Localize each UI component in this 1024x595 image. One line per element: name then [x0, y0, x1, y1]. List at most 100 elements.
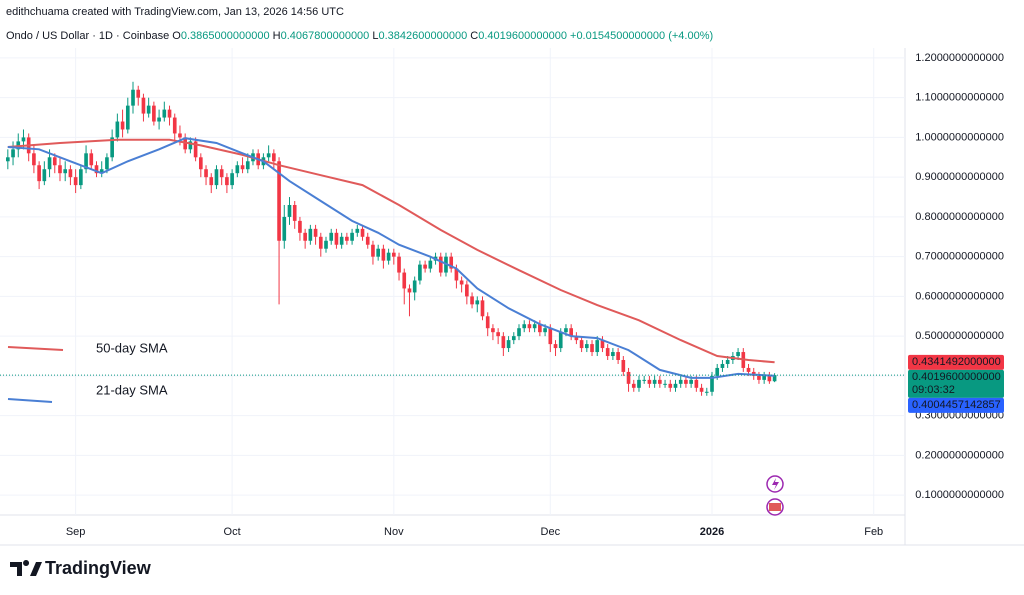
candle-body [626, 371, 631, 384]
candle-body [292, 204, 297, 221]
candle-body [167, 109, 172, 118]
ohlc-key: H [273, 30, 281, 42]
candle-body [558, 332, 563, 349]
sma-line [7, 138, 775, 364]
candle-body [543, 328, 547, 333]
candle-body [345, 236, 349, 241]
candle-body [230, 173, 234, 186]
candle-body [21, 137, 26, 142]
brand: TradingView [45, 558, 152, 578]
x-tick-label: Dec [541, 526, 561, 538]
candle-body [5, 157, 10, 162]
candle-body [491, 328, 495, 333]
candle-body [110, 137, 114, 158]
candle-body [590, 344, 594, 353]
candle-body [152, 105, 156, 122]
candle-body [501, 336, 506, 349]
candle-body [647, 379, 652, 384]
candle-body [616, 352, 620, 360]
candle-body [303, 232, 307, 241]
ohlc-value: 0.4067800000000 [281, 30, 370, 42]
candle-body [37, 165, 41, 182]
candle-body [438, 256, 443, 273]
candle-body [668, 383, 673, 388]
candle-body [574, 336, 579, 341]
candle-body [89, 153, 94, 166]
candle-body [699, 387, 704, 392]
candle-body [79, 169, 83, 186]
candle-body [73, 177, 78, 186]
candle-body [475, 300, 480, 305]
candle-body [47, 157, 52, 170]
candle-body [621, 359, 626, 372]
candle-body [198, 157, 203, 170]
y-tick-label: 0.1000000000000 [915, 489, 1004, 501]
candle-body [209, 177, 214, 186]
candle-body [684, 379, 688, 384]
candle-body [371, 244, 375, 257]
candle-body [376, 248, 380, 257]
candle-body [548, 328, 553, 345]
candle-body [517, 328, 521, 337]
candle-body [339, 236, 344, 245]
candle-body [391, 252, 396, 257]
candle-body [298, 220, 302, 233]
candle-body [485, 316, 490, 329]
candle-body [611, 352, 615, 357]
price-label: 0.4004457142857 [912, 399, 1001, 411]
candle-body [334, 232, 339, 245]
y-tick-label: 1.1000000000000 [915, 92, 1004, 104]
legend-label: 50-day SMA [96, 340, 168, 355]
candle-body [84, 153, 88, 170]
candle-body [459, 280, 464, 285]
candle-body [350, 232, 354, 241]
candle-body [569, 328, 573, 337]
credit: edithchuama created with TradingView.com… [6, 6, 344, 18]
price-label-box [908, 369, 1004, 398]
candle-body [579, 340, 584, 349]
candle-body [235, 165, 240, 174]
candle-body [105, 157, 109, 170]
candle-body [678, 379, 683, 384]
y-tick-label: 0.2000000000000 [915, 449, 1004, 461]
ohlc-value: 0.3865000000000 [181, 30, 270, 42]
symbol: Ondo / US Dollar · 1D · Coinbase [6, 30, 169, 42]
x-tick-label: Feb [864, 526, 883, 538]
candle-body [125, 105, 130, 130]
x-tick-label: Sep [66, 526, 86, 538]
y-tick-label: 0.5000000000000 [915, 330, 1004, 342]
candle-body [52, 157, 57, 166]
candle-body [584, 344, 589, 349]
x-tick-label: 2026 [700, 526, 724, 538]
candle-body [360, 228, 365, 237]
candle-body [282, 216, 287, 241]
candle-body [188, 141, 193, 150]
candle-body [193, 141, 198, 158]
candle-body [538, 324, 542, 333]
price-label: 0.4341492000000 [912, 356, 1001, 368]
logo: TradingView [10, 558, 152, 578]
x-tick-label: Nov [384, 526, 404, 538]
candle-body [63, 169, 68, 174]
countdown: 09:03:32 [912, 384, 955, 396]
candle-body [449, 256, 454, 269]
candle-body [637, 379, 641, 388]
candle-body [715, 367, 720, 376]
candle-body [595, 340, 600, 353]
candle-body [365, 236, 370, 245]
candle-body [496, 332, 500, 337]
candle-body [746, 367, 751, 372]
y-tick-label: 0.8000000000000 [915, 211, 1004, 223]
ohlc-key: O [172, 30, 181, 42]
candle-body [172, 117, 177, 134]
flag-icon-glyph [769, 503, 781, 511]
candle-body [245, 161, 250, 170]
candle-body [32, 153, 36, 166]
candle-body [522, 324, 527, 329]
candle-body [418, 264, 422, 281]
candle-body [324, 240, 328, 249]
price-label: 0.4019600000000 [912, 371, 1001, 383]
logo-mark [10, 560, 42, 576]
candle-body [480, 300, 485, 317]
